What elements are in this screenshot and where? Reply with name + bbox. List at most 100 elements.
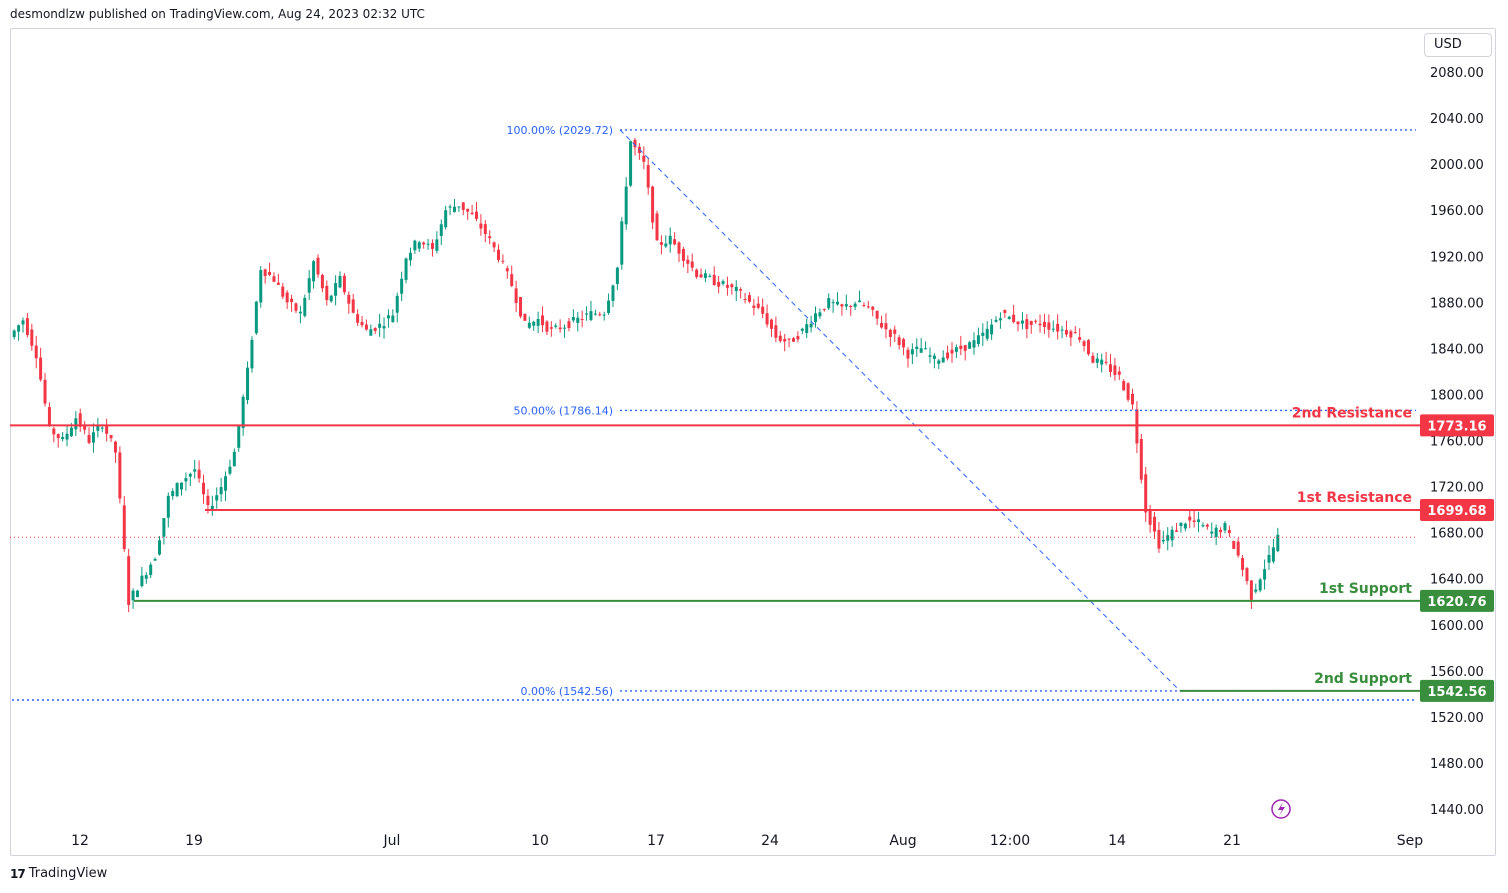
candle-body	[1144, 474, 1148, 513]
candle-body	[1108, 364, 1112, 373]
candle-body	[197, 469, 201, 479]
candle-body	[664, 243, 668, 247]
candle-body	[743, 299, 747, 301]
x-tick-label: 21	[1223, 833, 1241, 849]
candle-body	[466, 208, 470, 212]
candle-body	[853, 303, 857, 307]
x-tick-label: 19	[185, 833, 203, 849]
candle-body	[875, 310, 879, 319]
candle-body	[78, 413, 82, 427]
candle-body	[545, 321, 549, 332]
candle-body	[1060, 329, 1064, 331]
candle-body	[1170, 529, 1174, 541]
candle-body	[611, 285, 615, 301]
candle-body	[430, 243, 434, 249]
candle-body	[259, 270, 263, 303]
candle-body	[1025, 319, 1029, 329]
candle-body	[580, 319, 584, 321]
candle-body	[157, 540, 161, 555]
candle-body	[558, 327, 562, 330]
level-name-label: 1st Resistance	[1297, 490, 1412, 506]
candle-body	[1241, 557, 1245, 570]
candle-body	[1078, 337, 1082, 340]
level-price-tag	[1420, 589, 1494, 612]
candle-body	[677, 242, 681, 254]
candle-body	[351, 299, 355, 313]
candle-body	[602, 314, 606, 316]
candle-body	[629, 141, 633, 186]
candle-body	[730, 284, 734, 288]
candle-body	[1161, 539, 1165, 542]
candle-body	[1113, 365, 1117, 375]
candle-body	[1016, 321, 1020, 325]
y-tick-label: 1480.00	[1430, 757, 1484, 772]
candle-body	[1104, 361, 1108, 363]
candle-body	[884, 323, 888, 330]
candle-body	[519, 297, 523, 317]
candle-body	[523, 313, 527, 321]
y-tick-label: 1960.00	[1430, 204, 1484, 219]
y-tick-label: 1840.00	[1430, 342, 1484, 357]
candle-body	[915, 346, 919, 349]
candle-body	[307, 278, 311, 293]
candle-body	[61, 436, 65, 440]
y-tick-label: 1600.00	[1430, 619, 1484, 634]
candle-body	[210, 505, 214, 511]
candle-body	[1276, 534, 1280, 552]
candle-body	[184, 478, 188, 482]
candle-body	[1166, 535, 1170, 541]
y-tick-label: 1800.00	[1430, 388, 1484, 403]
level-price-label: 1542.56	[1427, 685, 1486, 700]
candle-body	[831, 302, 835, 304]
y-tick-label: 1880.00	[1430, 296, 1484, 311]
candle-body	[347, 294, 351, 304]
candle-body	[166, 495, 170, 518]
candle-body	[633, 139, 637, 148]
candle-body	[488, 236, 492, 239]
candle-body	[65, 433, 69, 440]
candle-body	[642, 155, 646, 162]
currency-button[interactable]: USD	[1424, 33, 1492, 57]
candle-body	[708, 275, 712, 277]
candle-body	[325, 285, 329, 301]
candle-body	[281, 286, 285, 297]
level-name-label: 2nd Resistance	[1292, 405, 1412, 421]
candle-body	[505, 268, 509, 272]
x-tick-label: 17	[647, 833, 665, 849]
candle-body	[1007, 316, 1011, 319]
candle-body	[426, 243, 430, 245]
candle-body	[1188, 516, 1192, 521]
candle-body	[316, 257, 320, 275]
candle-body	[976, 335, 980, 344]
candle-body	[100, 427, 104, 429]
candle-body	[127, 556, 131, 605]
candle-body	[83, 425, 87, 430]
candle-body	[1245, 568, 1249, 582]
x-tick-label: Sep	[1397, 833, 1424, 849]
candle-body	[320, 274, 324, 289]
candle-body	[1069, 331, 1073, 338]
candle-body	[298, 311, 302, 314]
y-tick-label: 2080.00	[1430, 66, 1484, 81]
candle-body	[893, 329, 897, 334]
candle-body	[87, 434, 91, 443]
candle-body	[303, 297, 307, 316]
candle-body	[620, 221, 624, 265]
candle-body	[769, 319, 773, 329]
candle-body	[589, 311, 593, 320]
candle-body	[1047, 322, 1051, 330]
candle-body	[880, 322, 884, 328]
candle-body	[294, 303, 298, 311]
candle-body	[1003, 310, 1007, 313]
candle-body	[21, 320, 25, 325]
candle-body	[1258, 579, 1262, 591]
candle-body	[131, 590, 135, 601]
candle-body	[246, 367, 250, 401]
candle-body	[250, 339, 254, 369]
candle-body	[972, 340, 976, 348]
candle-body	[695, 269, 699, 277]
candle-body	[818, 312, 822, 317]
candle-body	[902, 339, 906, 348]
candle-body	[836, 301, 840, 305]
